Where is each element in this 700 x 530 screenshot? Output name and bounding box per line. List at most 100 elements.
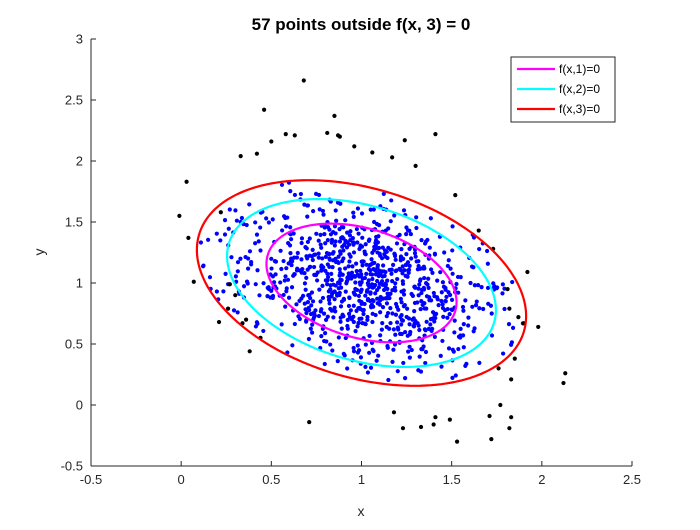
inside-point	[360, 276, 365, 281]
outside-point	[390, 155, 395, 160]
y-tick-label: 1	[76, 276, 83, 291]
inside-point	[407, 322, 412, 327]
inside-point	[404, 252, 409, 257]
inside-point	[337, 249, 343, 254]
inside-point	[401, 360, 406, 366]
inside-point	[253, 220, 258, 225]
x-tick-label: 1	[358, 472, 365, 487]
inside-point	[305, 267, 310, 272]
inside-point	[349, 270, 355, 275]
inside-point	[446, 290, 451, 295]
inside-point	[257, 293, 262, 298]
inside-point	[305, 203, 311, 208]
inside-point	[358, 268, 363, 273]
inside-point	[299, 240, 304, 246]
inside-point	[393, 257, 398, 262]
inside-point	[351, 349, 357, 354]
legend-label: f(x,1)=0	[559, 62, 600, 76]
inside-point	[343, 238, 348, 244]
x-tick-label: -0.5	[80, 472, 102, 487]
inside-point	[429, 298, 434, 303]
inside-point	[255, 268, 260, 273]
inside-point	[440, 338, 445, 344]
inside-point	[254, 232, 260, 237]
inside-point	[477, 360, 482, 365]
inside-point	[351, 345, 356, 351]
outside-point	[370, 150, 375, 155]
inside-point	[303, 307, 308, 312]
inside-point	[381, 263, 386, 268]
inside-point	[367, 350, 372, 355]
inside-point	[304, 275, 309, 280]
inside-point	[306, 336, 312, 342]
inside-point	[308, 264, 313, 269]
inside-point	[341, 297, 347, 302]
inside-point	[317, 287, 322, 292]
inside-point	[458, 335, 463, 340]
outside-point	[332, 113, 337, 118]
inside-point	[390, 279, 395, 284]
inside-point	[305, 239, 310, 245]
inside-point	[471, 265, 476, 270]
inside-point	[470, 304, 475, 309]
inside-point	[391, 262, 396, 267]
inside-point	[343, 266, 348, 271]
inside-point	[356, 306, 361, 311]
inside-point	[319, 334, 324, 339]
inside-point	[241, 284, 247, 289]
inside-point	[335, 292, 340, 297]
inside-point	[409, 256, 414, 261]
inside-point	[445, 306, 450, 312]
outside-point	[216, 319, 222, 325]
inside-point	[436, 302, 441, 308]
inside-point	[320, 208, 326, 214]
inside-point	[380, 282, 385, 287]
outside-point	[454, 439, 460, 444]
outside-point	[507, 306, 512, 311]
ellipse-curves	[195, 179, 528, 387]
inside-point	[445, 315, 450, 320]
inside-point	[405, 274, 410, 279]
inside-point	[329, 271, 334, 276]
outside-point	[269, 139, 274, 144]
inside-point	[400, 279, 405, 284]
inside-point	[288, 225, 293, 230]
inside-point	[421, 287, 427, 292]
inside-point	[258, 225, 263, 230]
inside-point	[233, 208, 238, 213]
inside-point	[433, 315, 438, 321]
inside-point	[416, 323, 421, 328]
inside-point	[295, 266, 300, 271]
inside-point	[367, 283, 373, 288]
inside-point	[423, 328, 428, 333]
inside-point	[441, 284, 447, 289]
inside-point	[325, 224, 331, 230]
outside-point	[561, 380, 566, 386]
outside-point	[563, 371, 568, 376]
inside-point	[421, 344, 426, 349]
inside-point	[393, 288, 398, 293]
outside-point	[505, 287, 510, 292]
inside-point	[280, 228, 285, 233]
inside-point	[500, 291, 505, 296]
inside-point	[348, 229, 353, 234]
inside-point	[338, 315, 343, 320]
inside-point	[299, 236, 305, 241]
inside-point	[371, 284, 377, 289]
inside-point	[367, 237, 372, 242]
inside-point	[370, 250, 375, 255]
inside-point	[316, 313, 322, 319]
inside-point	[254, 320, 260, 325]
inside-point	[392, 251, 397, 256]
inside-point	[343, 218, 348, 223]
inside-point	[489, 333, 495, 338]
inside-point	[430, 270, 435, 275]
inside-point	[485, 261, 490, 266]
inside-point	[477, 306, 482, 311]
inside-point	[347, 233, 353, 238]
inside-point	[355, 350, 361, 355]
inside-point	[311, 209, 316, 214]
inside-point	[395, 369, 400, 374]
inside-point	[402, 268, 407, 273]
outside-point	[400, 426, 406, 431]
